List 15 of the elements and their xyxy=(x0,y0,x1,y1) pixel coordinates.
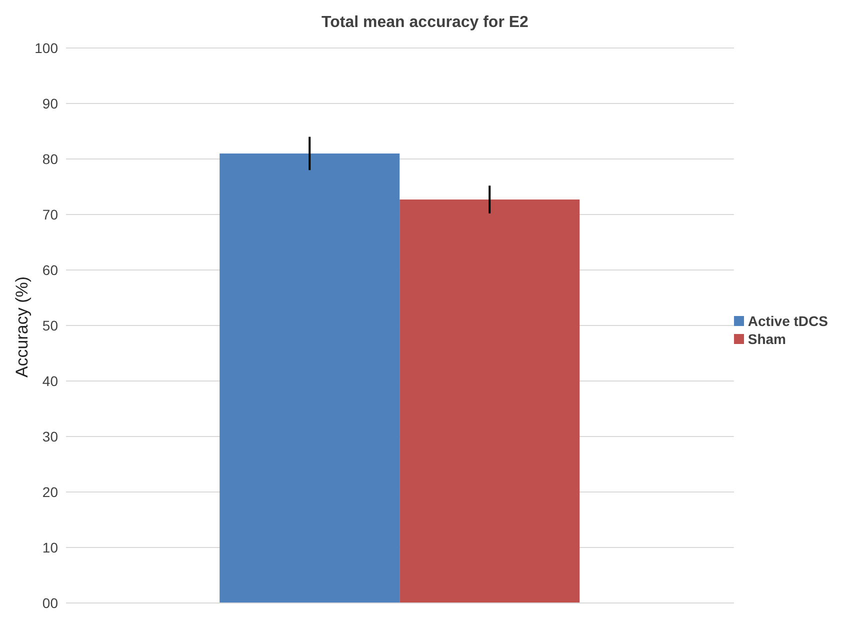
y-tick-label: 00 xyxy=(42,594,58,611)
legend-label: Active tDCS xyxy=(748,312,828,328)
chart-title: Total mean accuracy for E2 xyxy=(322,14,528,31)
y-axis-title: Accuracy (%) xyxy=(13,276,33,378)
y-tick-label: 90 xyxy=(42,95,58,112)
y-tick-label: 80 xyxy=(42,150,58,167)
y-tick-label: 10 xyxy=(42,539,58,556)
y-tick-label: 100 xyxy=(34,40,58,56)
y-tick-label: 40 xyxy=(42,372,58,389)
y-tick-label: 70 xyxy=(42,206,58,222)
y-tick-label: 20 xyxy=(42,484,58,500)
y-tick-label: 60 xyxy=(42,262,58,278)
legend-label: Sham xyxy=(748,330,786,346)
y-tick-label: 50 xyxy=(42,317,58,334)
y-tick-label: 30 xyxy=(42,428,58,444)
